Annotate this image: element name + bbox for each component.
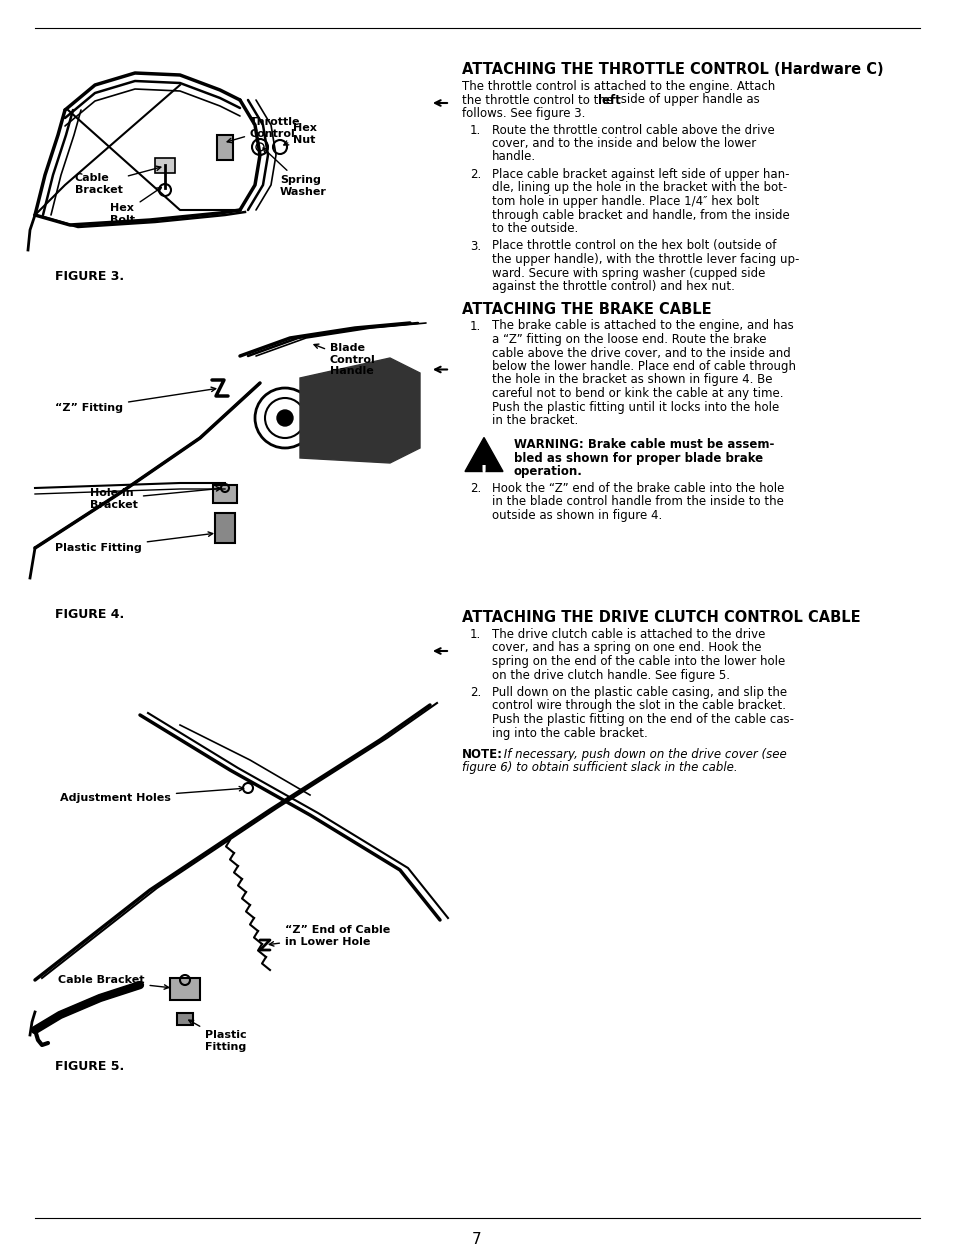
Text: 2.: 2. (470, 481, 480, 495)
Text: Place cable bracket against left side of upper han-: Place cable bracket against left side of… (492, 168, 789, 181)
Text: 2.: 2. (470, 687, 480, 699)
FancyBboxPatch shape (213, 485, 236, 503)
Text: ATTACHING THE BRAKE CABLE: ATTACHING THE BRAKE CABLE (461, 302, 711, 316)
Polygon shape (299, 358, 419, 464)
Text: handle.: handle. (492, 151, 536, 163)
Text: Route the throttle control cable above the drive: Route the throttle control cable above t… (492, 123, 774, 137)
Text: ATTACHING THE THROTTLE CONTROL (Hardware C): ATTACHING THE THROTTLE CONTROL (Hardware… (461, 62, 882, 77)
FancyBboxPatch shape (170, 978, 200, 1001)
Text: FIGURE 4.: FIGURE 4. (55, 608, 124, 621)
Text: Place throttle control on the hex bolt (outside of: Place throttle control on the hex bolt (… (492, 239, 776, 253)
Text: “Z” End of Cable
in Lower Hole: “Z” End of Cable in Lower Hole (269, 925, 390, 947)
Text: NOTE:: NOTE: (461, 748, 502, 761)
Text: dle, lining up the hole in the bracket with the bot-: dle, lining up the hole in the bracket w… (492, 182, 786, 194)
Text: the throttle control to the: the throttle control to the (461, 93, 617, 106)
Text: The brake cable is attached to the engine, and has: The brake cable is attached to the engin… (492, 319, 793, 333)
Text: operation.: operation. (514, 466, 582, 478)
Text: 2.: 2. (470, 168, 480, 181)
Text: to the outside.: to the outside. (492, 222, 578, 235)
Text: outside as shown in figure 4.: outside as shown in figure 4. (492, 508, 661, 522)
Text: Hook the “Z” end of the brake cable into the hole: Hook the “Z” end of the brake cable into… (492, 481, 783, 495)
Text: 1.: 1. (470, 628, 480, 640)
Text: below the lower handle. Place end of cable through: below the lower handle. Place end of cab… (492, 360, 795, 373)
Text: Plastic
Fitting: Plastic Fitting (189, 1020, 247, 1052)
Circle shape (276, 410, 293, 426)
Text: Adjustment Holes: Adjustment Holes (60, 786, 243, 802)
Text: !: ! (479, 464, 488, 481)
Text: FIGURE 3.: FIGURE 3. (55, 270, 124, 283)
Text: If necessary, push down on the drive cover (see: If necessary, push down on the drive cov… (499, 748, 786, 761)
Text: ATTACHING THE DRIVE CLUTCH CONTROL CABLE: ATTACHING THE DRIVE CLUTCH CONTROL CABLE (461, 611, 860, 625)
Text: control wire through the slot in the cable bracket.: control wire through the slot in the cab… (492, 699, 785, 713)
Text: figure 6) to obtain sufficient slack in the cable.: figure 6) to obtain sufficient slack in … (461, 761, 737, 775)
Text: The drive clutch cable is attached to the drive: The drive clutch cable is attached to th… (492, 628, 764, 640)
Text: a “Z” fitting on the loose end. Route the brake: a “Z” fitting on the loose end. Route th… (492, 333, 765, 346)
Text: ing into the cable bracket.: ing into the cable bracket. (492, 726, 647, 739)
Text: Plastic Fitting: Plastic Fitting (55, 532, 213, 553)
Text: Hole in
Bracket: Hole in Bracket (90, 487, 220, 510)
Polygon shape (464, 437, 502, 471)
FancyBboxPatch shape (154, 158, 174, 173)
Text: Push the plastic fitting on the end of the cable cas-: Push the plastic fitting on the end of t… (492, 713, 793, 726)
Text: Push the plastic fitting until it locks into the hole: Push the plastic fitting until it locks … (492, 400, 779, 414)
Text: Spring
Washer: Spring Washer (263, 148, 327, 197)
Text: bled as shown for proper blade brake: bled as shown for proper blade brake (514, 452, 762, 465)
Text: left: left (598, 93, 620, 106)
Text: 7: 7 (472, 1232, 481, 1246)
Text: the upper handle), with the throttle lever facing up-: the upper handle), with the throttle lev… (492, 253, 799, 265)
Text: Pull down on the plastic cable casing, and slip the: Pull down on the plastic cable casing, a… (492, 687, 786, 699)
Text: “Z” Fitting: “Z” Fitting (55, 388, 215, 412)
Text: The throttle control is attached to the engine. Attach: The throttle control is attached to the … (461, 80, 775, 93)
Text: on the drive clutch handle. See figure 5.: on the drive clutch handle. See figure 5… (492, 669, 729, 682)
Text: cable above the drive cover, and to the inside and: cable above the drive cover, and to the … (492, 346, 790, 360)
Text: Throttle
Control: Throttle Control (227, 117, 300, 143)
Text: the hole in the bracket as shown in figure 4. Be: the hole in the bracket as shown in figu… (492, 374, 772, 386)
Text: 1.: 1. (470, 123, 480, 137)
Text: tom hole in upper handle. Place 1/4″ hex bolt: tom hole in upper handle. Place 1/4″ hex… (492, 196, 759, 208)
Text: ward. Secure with spring washer (cupped side: ward. Secure with spring washer (cupped … (492, 267, 764, 279)
Text: careful not to bend or kink the cable at any time.: careful not to bend or kink the cable at… (492, 388, 782, 400)
Text: Cable Bracket: Cable Bracket (58, 976, 169, 989)
Text: 3.: 3. (470, 239, 480, 253)
FancyBboxPatch shape (216, 135, 233, 159)
Text: FIGURE 5.: FIGURE 5. (55, 1060, 124, 1073)
Text: Blade
Control
Handle: Blade Control Handle (314, 343, 375, 376)
Text: side of upper handle as: side of upper handle as (617, 93, 760, 106)
FancyBboxPatch shape (214, 513, 234, 543)
Text: Cable
Bracket: Cable Bracket (75, 166, 161, 194)
Text: cover, and has a spring on one end. Hook the: cover, and has a spring on one end. Hook… (492, 642, 760, 654)
Text: through cable bracket and handle, from the inside: through cable bracket and handle, from t… (492, 208, 789, 222)
Text: cover, and to the inside and below the lower: cover, and to the inside and below the l… (492, 137, 756, 150)
Text: WARNING: Brake cable must be assem-: WARNING: Brake cable must be assem- (514, 439, 774, 451)
Text: Hex
Bolt: Hex Bolt (110, 187, 161, 224)
Text: follows. See figure 3.: follows. See figure 3. (461, 107, 585, 120)
Text: spring on the end of the cable into the lower hole: spring on the end of the cable into the … (492, 655, 784, 668)
Text: in the bracket.: in the bracket. (492, 414, 578, 427)
Text: 1.: 1. (470, 319, 480, 333)
Text: in the blade control handle from the inside to the: in the blade control handle from the ins… (492, 495, 783, 508)
Text: Hex
Nut: Hex Nut (284, 123, 316, 145)
Text: against the throttle control) and hex nut.: against the throttle control) and hex nu… (492, 280, 734, 293)
FancyBboxPatch shape (177, 1013, 193, 1025)
